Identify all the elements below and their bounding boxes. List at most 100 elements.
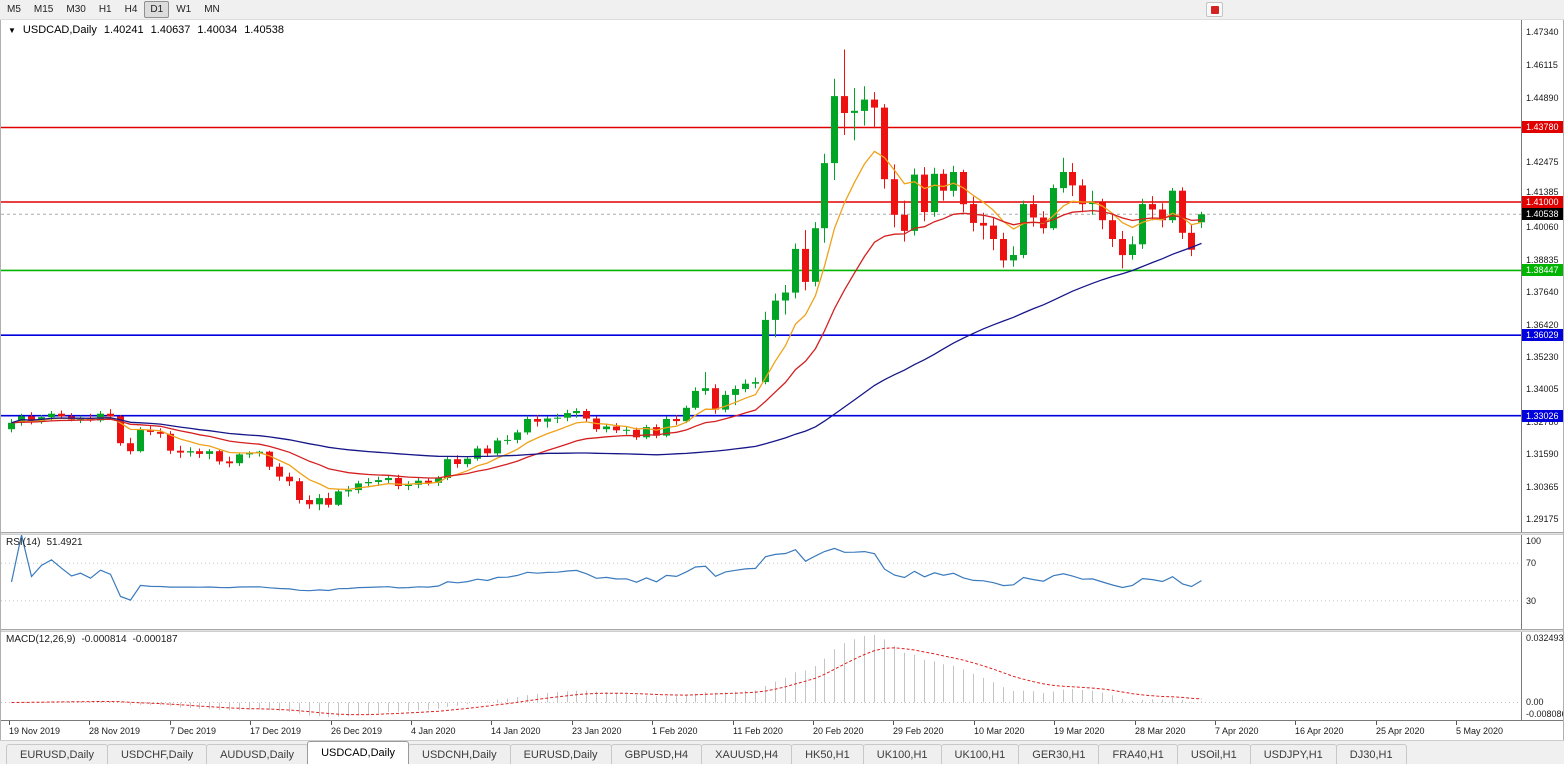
time-axis-label: 16 Apr 2020 — [1295, 726, 1344, 736]
time-axis-label: 14 Jan 2020 — [491, 726, 541, 736]
time-axis[interactable]: 19 Nov 2019 28 Nov 2019 7 Dec 2019 17 Dec 2… — [1, 720, 1563, 740]
toolbar-icon-button[interactable] — [1206, 2, 1223, 17]
rsi-pane[interactable]: RSI(14) 51.4921 100 70 30 — [1, 535, 1563, 629]
price-axis-label: 1.37640 — [1526, 287, 1559, 297]
rsi-value: 51.4921 — [46, 537, 83, 548]
timeframe-button-m30[interactable]: M30 — [66, 4, 86, 15]
candlestick-chart[interactable] — [1, 20, 1523, 532]
price-axis-label: 1.38835 — [1526, 255, 1559, 265]
macd-axis[interactable]: 0.032493 0.00 -0.008086 — [1521, 632, 1563, 720]
hline-price-label: 1.36029 — [1522, 329, 1563, 341]
chart-tab-hk50-h1[interactable]: HK50,H1 — [791, 744, 864, 764]
rsi-chart[interactable] — [1, 535, 1523, 629]
chart-tab-usdcad-daily[interactable]: USDCAD,Daily — [307, 741, 410, 764]
timeframe-button-mn[interactable]: MN — [204, 4, 220, 15]
chart-tab-audusd-daily[interactable]: AUDUSD,Daily — [206, 744, 309, 764]
chart-tabs-bar: EURUSD,Daily USDCHF,Daily AUDUSD,Daily USDC… — [0, 740, 1564, 764]
chart-tab-ger30-h1[interactable]: GER30,H1 — [1018, 744, 1100, 764]
time-axis-tick — [331, 721, 332, 725]
time-axis-tick — [572, 721, 573, 725]
ohlc-open: 1.40241 — [103, 24, 144, 36]
time-axis-label: 19 Nov 2019 — [9, 726, 61, 736]
chart-dropdown-icon[interactable]: ▼ — [8, 25, 16, 35]
time-axis-label: 11 Feb 2020 — [733, 726, 783, 736]
macd-label: MACD(12,26,9) -0.000814 -0.000187 — [6, 634, 178, 645]
price-axis-label: 1.47340 — [1526, 27, 1559, 37]
macd-value2: -0.000187 — [132, 634, 178, 645]
price-axis-label: 1.46115 — [1526, 60, 1558, 70]
pane-splitter[interactable] — [1, 629, 1563, 632]
chart-tab-dj30-h1[interactable]: DJ30,H1 — [1335, 744, 1407, 764]
chart-tab-usdcnh-daily[interactable]: USDCNH,Daily — [408, 744, 511, 764]
time-axis-label: 10 Mar 2020 — [974, 726, 1025, 736]
time-axis-tick — [1135, 721, 1136, 725]
red-marker-icon — [1210, 5, 1219, 14]
time-axis-tick — [170, 721, 171, 725]
hline-price-label: 1.33026 — [1522, 410, 1563, 422]
main-chart-pane[interactable]: ▼ USDCAD,Daily 1.40241 1.40637 1.40034 1… — [1, 20, 1563, 532]
timeframe-button-h1[interactable]: H1 — [98, 4, 112, 15]
time-axis-label: 29 Feb 2020 — [893, 726, 944, 736]
price-axis-label: 1.31590 — [1526, 449, 1559, 459]
macd-chart[interactable] — [1, 632, 1523, 720]
chart-tab-usdchf-daily[interactable]: USDCHF,Daily — [106, 744, 208, 764]
time-axis-tick — [1295, 721, 1296, 725]
time-axis-label: 17 Dec 2019 — [250, 726, 302, 736]
time-axis-label: 7 Apr 2020 — [1215, 726, 1259, 736]
time-axis-tick — [1054, 721, 1055, 725]
chart-tab-gbpusd-h4[interactable]: GBPUSD,H4 — [610, 744, 703, 764]
ohlc-close: 1.40538 — [244, 24, 284, 36]
time-axis-label: 19 Mar 2020 — [1054, 726, 1105, 736]
time-axis-label: 28 Mar 2020 — [1135, 726, 1186, 736]
timeframe-toolbar: M5 M15 M30 H1 H4 D1 W1 MN — [0, 0, 1564, 20]
hline-price-label: 1.41000 — [1522, 196, 1563, 208]
price-axis-label: 1.35230 — [1526, 352, 1559, 362]
time-axis-label: 1 Feb 2020 — [652, 726, 698, 736]
macd-axis-label: 0.032493 — [1526, 633, 1563, 643]
chart-tab-eurusd-daily[interactable]: EURUSD,Daily — [509, 744, 612, 764]
timeframe-button-m5[interactable]: M5 — [7, 4, 21, 15]
chart-tab-fra40-h1[interactable]: FRA40,H1 — [1098, 744, 1178, 764]
price-axis-label: 1.44890 — [1526, 93, 1559, 103]
chart-window[interactable]: ▼ USDCAD,Daily 1.40241 1.40637 1.40034 1… — [0, 20, 1564, 740]
time-axis-tick — [250, 721, 251, 725]
price-axis-label: 1.29175 — [1526, 514, 1559, 524]
timeframe-buttons: M5 M15 M30 H1 H4 D1 W1 MN — [1, 1, 227, 18]
rsi-axis-label: 30 — [1526, 596, 1537, 606]
rsi-axis[interactable]: 100 70 30 — [1521, 535, 1563, 629]
hline-price-label: 1.38447 — [1522, 264, 1563, 276]
timeframe-button-w1[interactable]: W1 — [176, 4, 192, 15]
time-axis-label: 28 Nov 2019 — [89, 726, 141, 736]
macd-pane[interactable]: MACD(12,26,9) -0.000814 -0.000187 0.0324… — [1, 632, 1563, 720]
time-axis-tick — [652, 721, 653, 725]
time-axis-tick — [411, 721, 412, 725]
chart-tab-xauusd-h4[interactable]: XAUUSD,H4 — [701, 744, 793, 764]
pane-splitter[interactable] — [1, 532, 1563, 535]
chart-tab-uk100-h1[interactable]: UK100,H1 — [940, 744, 1020, 764]
chart-symbol-period: USDCAD,Daily — [22, 24, 97, 36]
timeframe-button-h4[interactable]: H4 — [124, 4, 138, 15]
macd-name: MACD(12,26,9) — [6, 634, 76, 645]
chart-tab-uk100-h1[interactable]: UK100,H1 — [862, 744, 942, 764]
timeframe-button-m15[interactable]: M15 — [33, 4, 54, 15]
chart-tab-usdjpy-h1[interactable]: USDJPY,H1 — [1249, 744, 1337, 764]
price-axis-label: 1.40060 — [1526, 222, 1559, 232]
timeframe-button-d1[interactable]: D1 — [144, 1, 170, 18]
ohlc-high: 1.40637 — [150, 24, 191, 36]
time-axis-tick — [813, 721, 814, 725]
rsi-axis-label: 100 — [1526, 536, 1542, 546]
time-axis-label: 20 Feb 2020 — [813, 726, 864, 736]
time-axis-tick — [1215, 721, 1216, 725]
rsi-label: RSI(14) 51.4921 — [6, 537, 83, 548]
rsi-axis-label: 70 — [1526, 558, 1537, 568]
price-axis[interactable]: 1.47340 1.46115 1.44890 1.42475 1.41385 1.400… — [1521, 20, 1563, 532]
time-axis-tick — [974, 721, 975, 725]
time-axis-tick — [491, 721, 492, 725]
macd-axis-label: 0.00 — [1526, 697, 1544, 707]
macd-value1: -0.000814 — [81, 634, 127, 645]
chart-tab-eurusd-daily[interactable]: EURUSD,Daily — [6, 744, 108, 764]
chart-tab-usoil-h1[interactable]: USOil,H1 — [1176, 744, 1251, 764]
price-axis-label: 1.41385 — [1526, 187, 1559, 197]
price-axis-label: 1.30365 — [1526, 482, 1559, 492]
